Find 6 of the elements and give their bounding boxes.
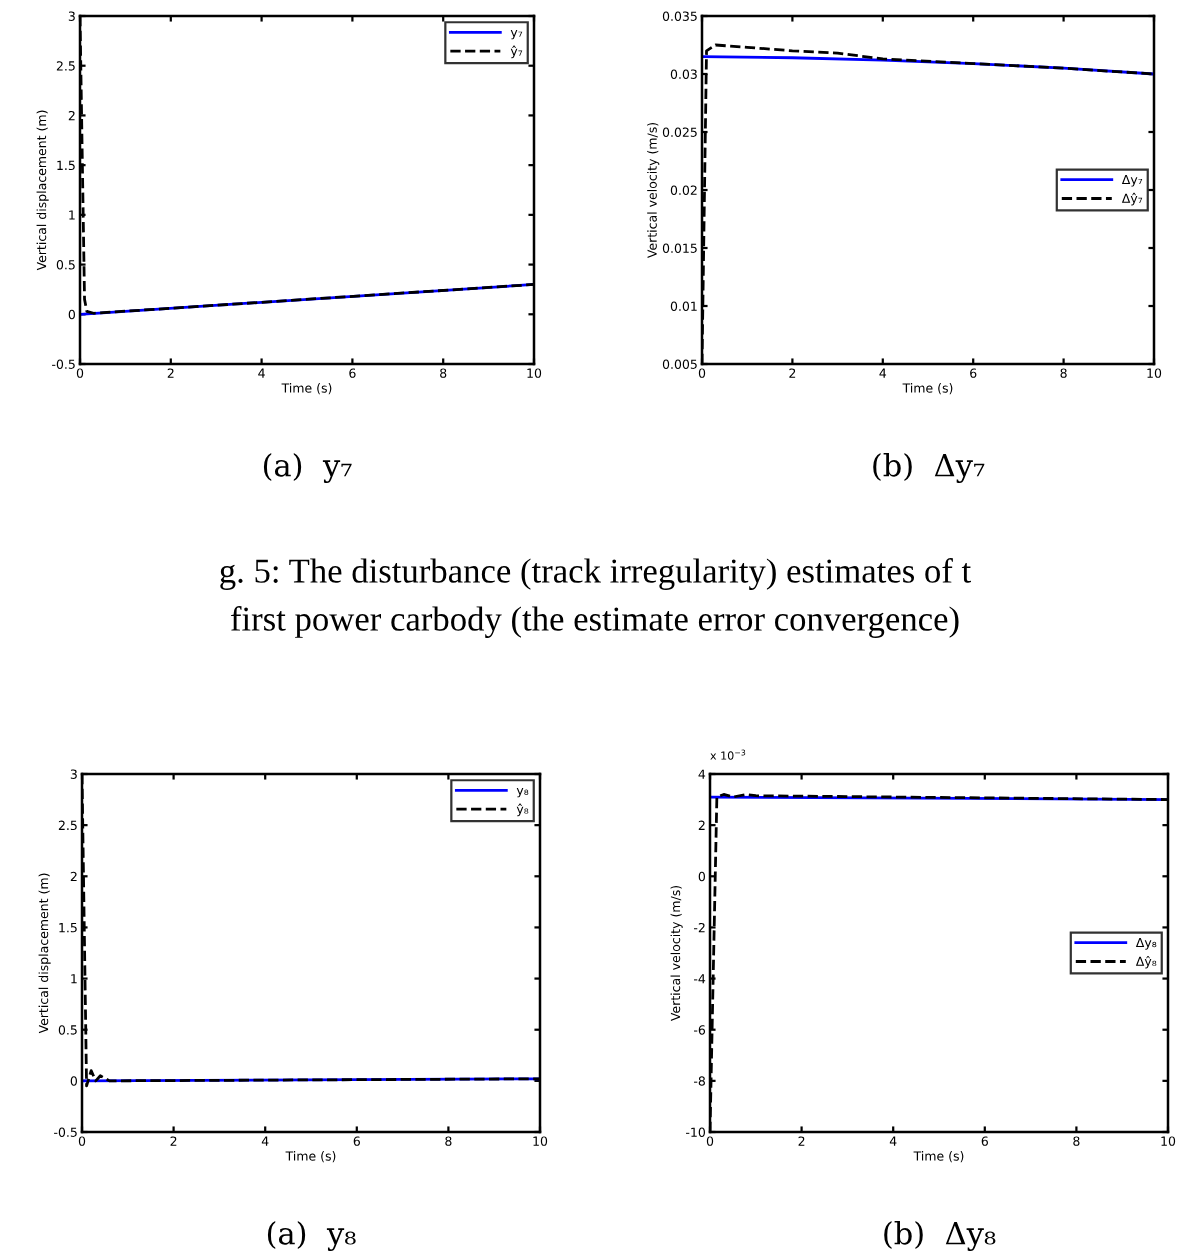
- text: first power carbody (the estimate error convergence): [230, 606, 959, 638]
- text: (a) y₈: [267, 1221, 356, 1251]
- text: (a) y₇: [263, 453, 352, 483]
- text: g. 5: The disturbance (track irregularity) estimates of t: [220, 558, 971, 590]
- text: (b) Δy₇: [873, 453, 985, 483]
- text: (b) Δy₈: [884, 1221, 996, 1251]
